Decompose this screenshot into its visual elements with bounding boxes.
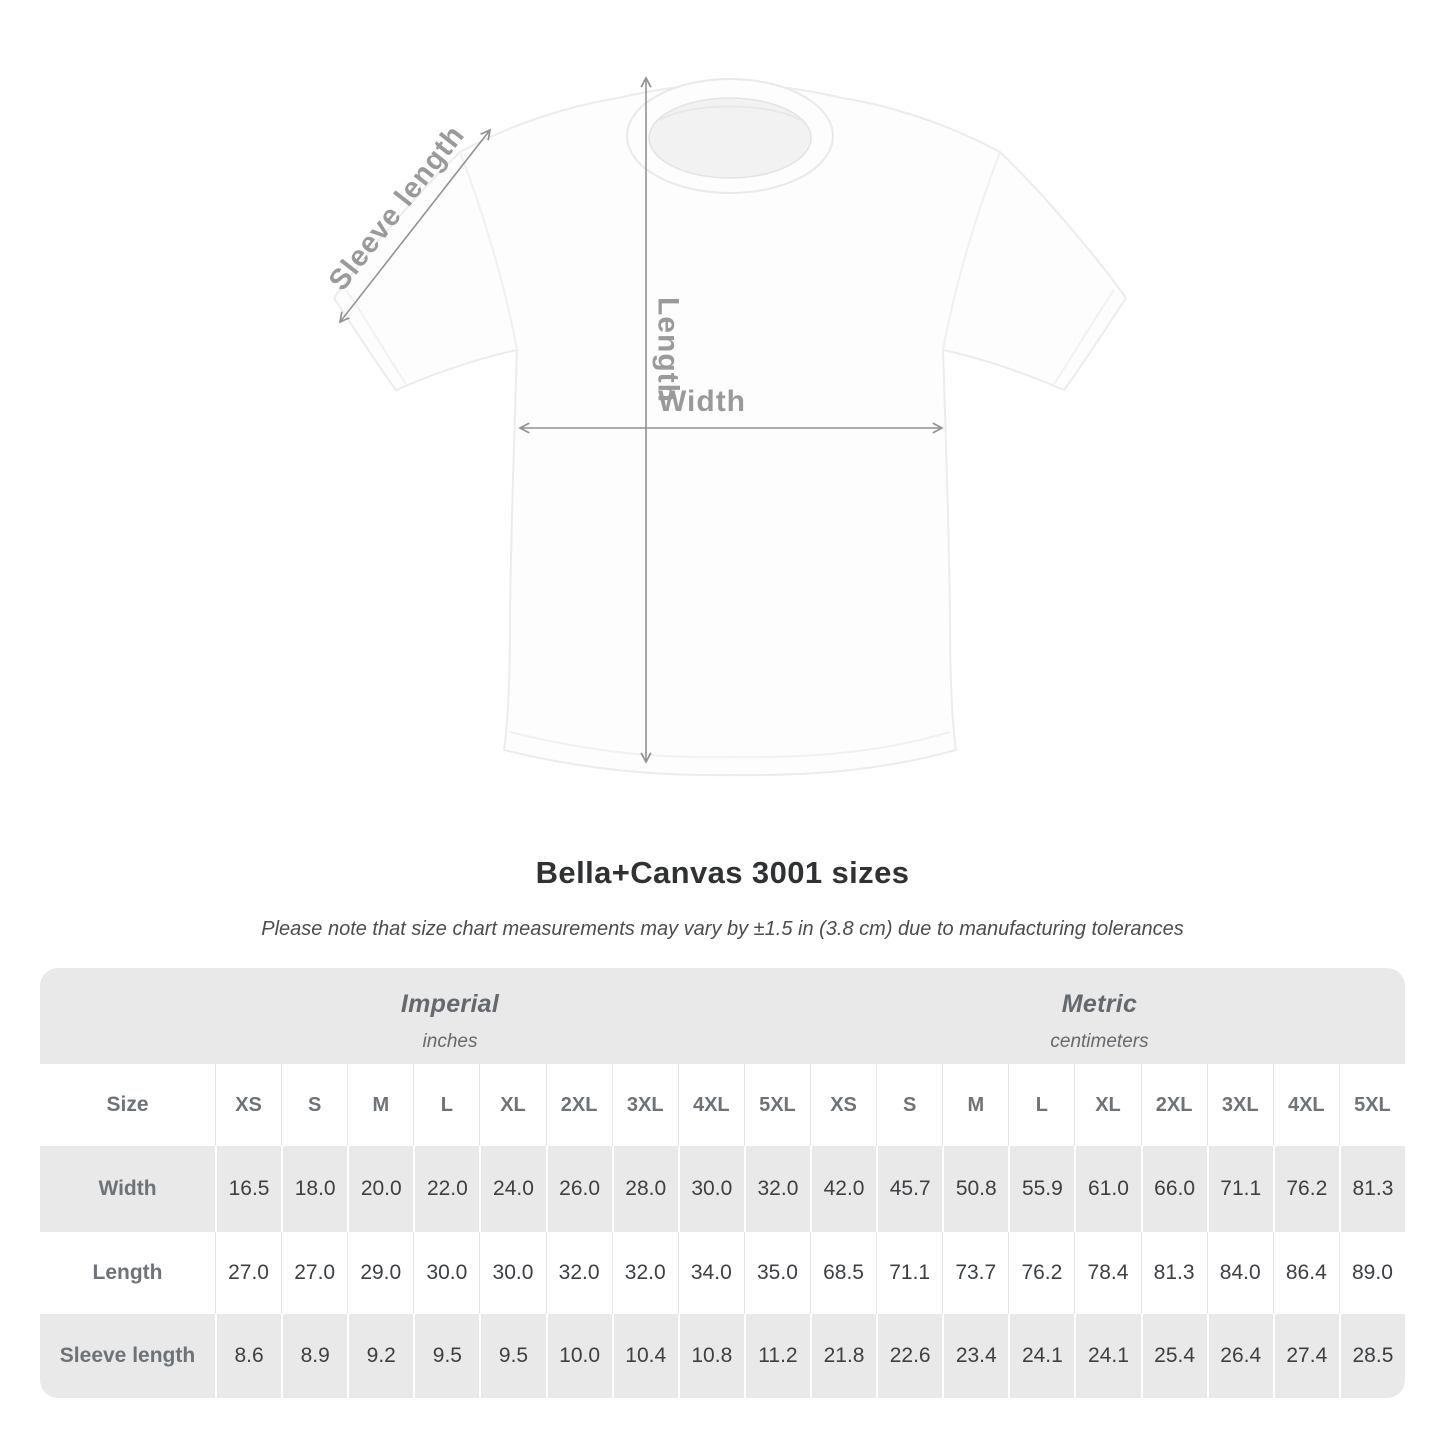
metric-value: 28.5: [1338, 1314, 1405, 1398]
tshirt-size-diagram: Width Length Sleeve length: [300, 60, 1160, 820]
imperial-title: Imperial: [400, 990, 500, 1018]
measure-row: Sleeve length 8.6 8.9 9.2 9.5 9.5 10.0 10.4 10.8…: [40, 1314, 1405, 1398]
measure-row: Width 16.5 18.0 20.0 22.0 24.0 26.0 28.0 30.0 32.…: [40, 1146, 1405, 1232]
metric-size-header-4xl: 4XL: [1272, 1064, 1339, 1146]
metric-value: 61.0: [1074, 1146, 1141, 1232]
metric-value: 76.2: [1272, 1146, 1339, 1232]
imperial-value: 10.0: [545, 1314, 612, 1398]
metric-value: 26.4: [1206, 1314, 1273, 1398]
metric-value: 22.6: [876, 1314, 943, 1398]
imperial-header: Imperial inches: [40, 968, 810, 1064]
metric-value: 81.3: [1338, 1146, 1405, 1232]
imperial-value: 32.0: [545, 1232, 612, 1314]
size-chart-subtitle: Please note that size chart measurements…: [261, 918, 1184, 940]
measure-row: Length 27.0 27.0 29.0 30.0 30.0 32.0 32.0 34.0 35…: [40, 1232, 1405, 1314]
imperial-size-header-3xl: 3XL: [611, 1064, 678, 1146]
imperial-value: 22.0: [413, 1146, 480, 1232]
metric-value: 55.9: [1008, 1146, 1075, 1232]
width-label: Width: [658, 385, 746, 418]
imperial-value: 27.0: [215, 1232, 282, 1314]
metric-value: 24.1: [1008, 1314, 1075, 1398]
imperial-value: 26.0: [545, 1146, 612, 1232]
imperial-value: 11.2: [743, 1314, 810, 1398]
metric-value: 76.2: [1008, 1232, 1075, 1314]
imperial-value: 35.0: [743, 1232, 810, 1314]
imperial-unit: inches: [422, 1031, 478, 1052]
metric-value: 68.5: [810, 1232, 877, 1314]
imperial-size-header-m: M: [347, 1064, 414, 1146]
metric-size-header-s: S: [876, 1064, 943, 1146]
tshirt-illustration: Width Length Sleeve length: [323, 60, 1127, 777]
metric-value: 23.4: [942, 1314, 1009, 1398]
size-table: Imperial inches Metric centimeters Size X…: [40, 968, 1405, 1398]
imperial-value: 10.4: [611, 1314, 678, 1398]
length-label: Length: [652, 297, 685, 403]
size-table-rows: Size XS S M L XL 2XL 3XL 4XL 5XL XS S M L XL 2XL 3XL 4XL 5…: [40, 1064, 1405, 1398]
metric-value: 78.4: [1074, 1232, 1141, 1314]
metric-value: 21.8: [810, 1314, 877, 1398]
metric-size-header-l: L: [1008, 1064, 1075, 1146]
row-label: Width: [40, 1146, 215, 1232]
metric-value: 24.1: [1074, 1314, 1141, 1398]
metric-title: Metric: [1061, 990, 1138, 1018]
imperial-value: 16.5: [215, 1146, 282, 1232]
imperial-value: 8.9: [281, 1314, 348, 1398]
metric-size-header-xl: XL: [1074, 1064, 1141, 1146]
imperial-value: 10.8: [677, 1314, 744, 1398]
imperial-value: 20.0: [347, 1146, 414, 1232]
metric-size-header-2xl: 2XL: [1140, 1064, 1207, 1146]
imperial-size-header-4xl: 4XL: [677, 1064, 744, 1146]
metric-size-header-3xl: 3XL: [1206, 1064, 1273, 1146]
imperial-value: 34.0: [677, 1232, 744, 1314]
metric-value: 73.7: [942, 1232, 1009, 1314]
metric-value: 27.4: [1272, 1314, 1339, 1398]
imperial-value: 24.0: [479, 1146, 546, 1232]
imperial-size-header-xl: XL: [479, 1064, 546, 1146]
metric-value: 25.4: [1140, 1314, 1207, 1398]
metric-value: 42.0: [810, 1146, 877, 1232]
metric-value: 89.0: [1338, 1232, 1405, 1314]
imperial-value: 30.0: [413, 1232, 480, 1314]
metric-value: 86.4: [1272, 1232, 1339, 1314]
unit-header-band: Imperial inches Metric centimeters: [40, 968, 1405, 1064]
metric-value: 81.3: [1140, 1232, 1207, 1314]
imperial-value: 28.0: [611, 1146, 678, 1232]
sleeve-length-arrow: [340, 130, 490, 322]
metric-header: Metric centimeters: [810, 968, 1405, 1064]
metric-value: 71.1: [876, 1232, 943, 1314]
imperial-value: 32.0: [611, 1232, 678, 1314]
metric-value: 50.8: [942, 1146, 1009, 1232]
metric-value: 84.0: [1206, 1232, 1273, 1314]
imperial-size-header-s: S: [281, 1064, 348, 1146]
row-label: Sleeve length: [40, 1314, 215, 1398]
imperial-value: 9.5: [479, 1314, 546, 1398]
metric-size-header-m: M: [942, 1064, 1009, 1146]
metric-value: 71.1: [1206, 1146, 1273, 1232]
imperial-value: 9.2: [347, 1314, 414, 1398]
imperial-size-header-5xl: 5XL: [743, 1064, 810, 1146]
size-column-header: Size: [40, 1064, 215, 1146]
metric-value: 45.7: [876, 1146, 943, 1232]
imperial-value: 8.6: [215, 1314, 282, 1398]
row-label: Length: [40, 1232, 215, 1314]
tshirt-graphic: [333, 78, 1127, 777]
imperial-size-header-l: L: [413, 1064, 480, 1146]
imperial-size-header-2xl: 2XL: [545, 1064, 612, 1146]
imperial-value: 29.0: [347, 1232, 414, 1314]
metric-unit: centimeters: [1050, 1031, 1149, 1052]
imperial-value: 18.0: [281, 1146, 348, 1232]
imperial-value: 27.0: [281, 1232, 348, 1314]
metric-value: 66.0: [1140, 1146, 1207, 1232]
imperial-value: 30.0: [479, 1232, 546, 1314]
imperial-value: 32.0: [743, 1146, 810, 1232]
size-header-row: Size XS S M L XL 2XL 3XL 4XL 5XL XS S M L XL 2XL 3XL 4XL 5…: [40, 1064, 1405, 1146]
size-chart-title: Bella+Canvas 3001 sizes: [535, 855, 910, 890]
imperial-value: 30.0: [677, 1146, 744, 1232]
metric-size-header-xs: XS: [810, 1064, 877, 1146]
imperial-value: 9.5: [413, 1314, 480, 1398]
imperial-size-header-xs: XS: [215, 1064, 282, 1146]
metric-size-header-5xl: 5XL: [1338, 1064, 1405, 1146]
